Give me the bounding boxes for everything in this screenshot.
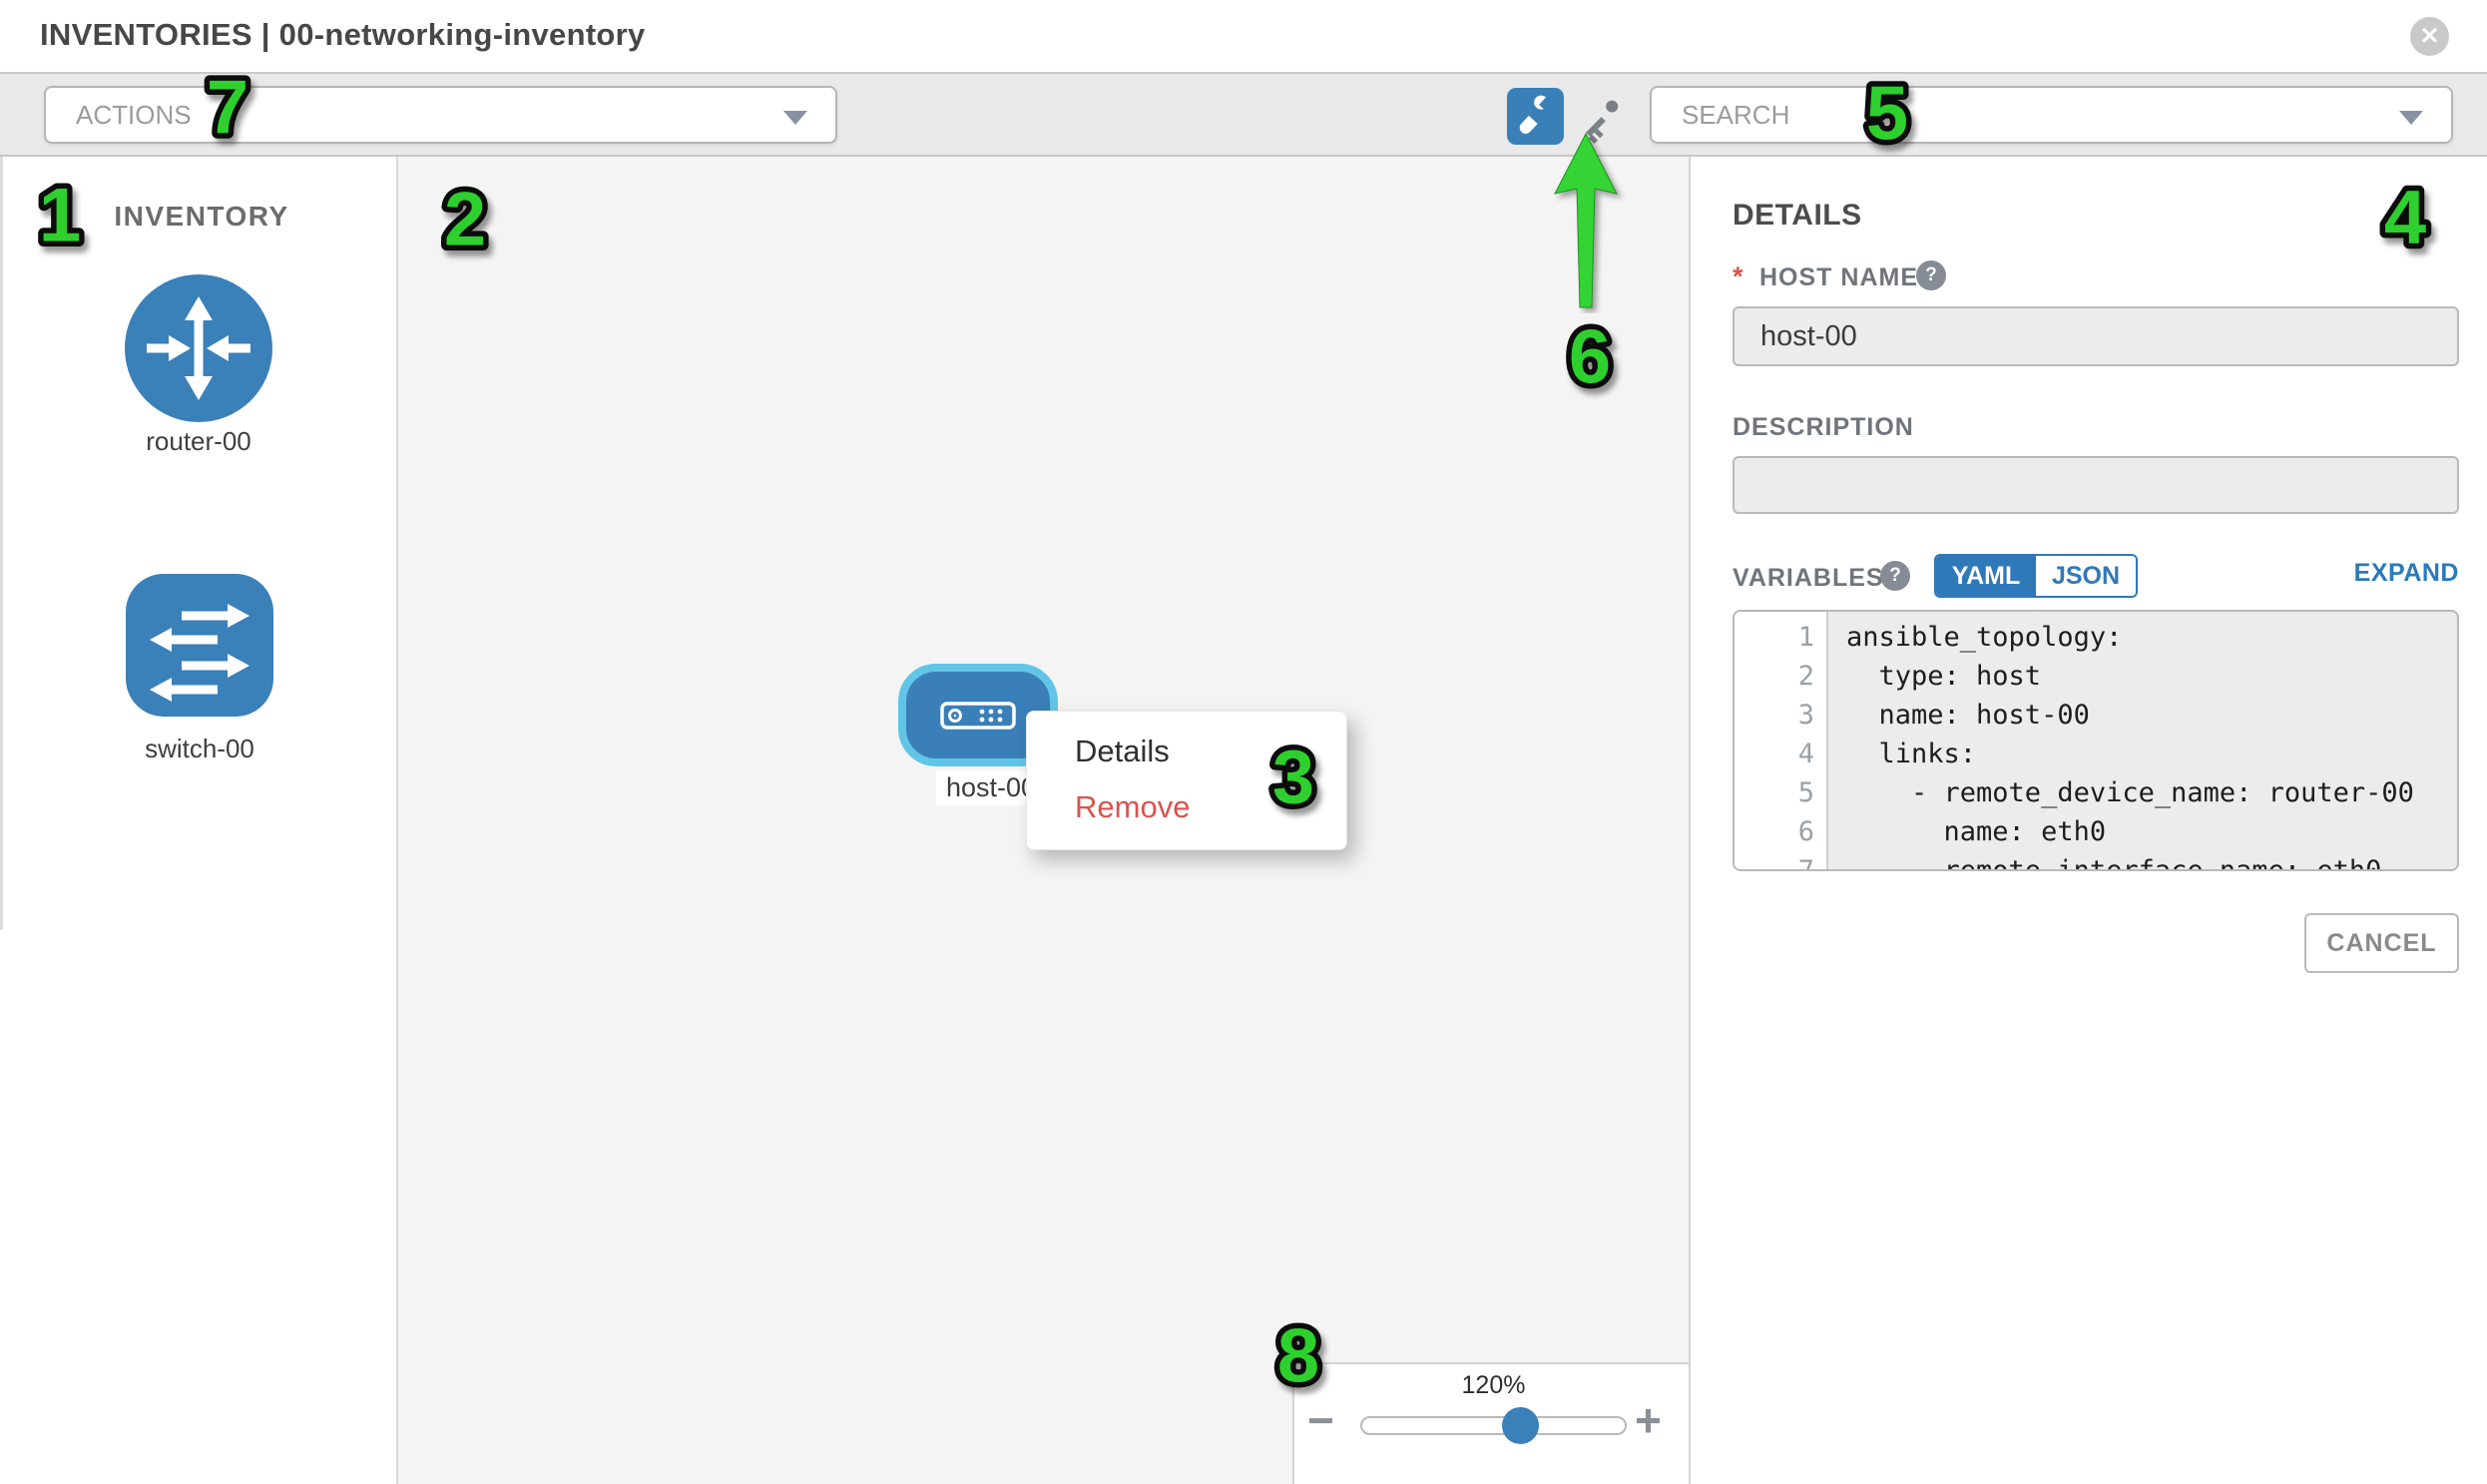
- search-dropdown[interactable]: SEARCH: [1650, 86, 2453, 144]
- variables-format-toggle: YAML JSON: [1934, 554, 2138, 598]
- search-dropdown-label: SEARCH: [1682, 99, 1790, 130]
- zoom-slider-thumb[interactable]: [1502, 1407, 1539, 1444]
- router-label: router-00: [146, 426, 251, 456]
- sidebar-item-switch[interactable]: [126, 574, 273, 717]
- cancel-button[interactable]: CANCEL: [2304, 913, 2459, 973]
- inventory-title: INVENTORY: [114, 201, 289, 232]
- code-line: - remote_device_name: router-00: [1846, 777, 2414, 808]
- server-icon: [940, 701, 1016, 730]
- sidebar-item-router[interactable]: [125, 274, 272, 422]
- editor-code: ansible_topology: type: host name: host-…: [1830, 612, 2457, 871]
- context-menu-details[interactable]: Details: [1075, 734, 1170, 768]
- details-panel-title: DETAILS: [1733, 199, 1862, 232]
- host-name-input[interactable]: [1733, 306, 2459, 366]
- code-line: name: eth0: [1846, 816, 2107, 847]
- variables-code-editor[interactable]: 1 2 3 4 5 6 7 ansible_topology: type: ho…: [1733, 610, 2459, 871]
- expand-link[interactable]: EXPAND: [2353, 559, 2459, 587]
- code-line: type: host: [1846, 661, 2042, 692]
- wrench-icon: [1511, 91, 1562, 142]
- close-icon[interactable]: ✕: [2410, 17, 2449, 56]
- tab-yaml[interactable]: YAML: [1936, 556, 2036, 596]
- zoom-slider-track[interactable]: [1360, 1416, 1627, 1435]
- key-button[interactable]: [1579, 96, 1627, 145]
- key-icon: [1579, 96, 1627, 145]
- toolbox-button[interactable]: [1507, 88, 1564, 145]
- switch-icon: [150, 604, 249, 702]
- host-name-label: HOST NAME: [1759, 263, 1918, 291]
- actions-dropdown[interactable]: ACTIONS: [44, 86, 837, 144]
- variables-help-icon[interactable]: ?: [1880, 561, 1910, 591]
- actions-dropdown-label: ACTIONS: [76, 99, 192, 130]
- zoom-in-button[interactable]: +: [1635, 1394, 1662, 1446]
- context-menu: Details Remove: [1026, 711, 1347, 850]
- context-menu-remove[interactable]: Remove: [1075, 789, 1191, 824]
- code-line: links:: [1846, 739, 1977, 769]
- required-asterisk: *: [1733, 261, 1743, 291]
- zoom-level-value: 120%: [1461, 1371, 1526, 1399]
- host-name-help-icon[interactable]: ?: [1916, 260, 1946, 290]
- router-icon: [147, 296, 250, 400]
- header: INVENTORIES | 00-networking-inventory ✕: [0, 0, 2487, 72]
- chevron-down-icon: [783, 111, 807, 125]
- code-line: name: host-00: [1846, 700, 2090, 731]
- description-input[interactable]: [1733, 456, 2459, 514]
- tab-json[interactable]: JSON: [2036, 556, 2136, 596]
- chevron-down-icon: [2399, 111, 2423, 125]
- code-line: remote_interface_name: eth0: [1846, 855, 2382, 871]
- switch-label: switch-00: [145, 734, 254, 763]
- code-line: ansible_topology:: [1846, 622, 2123, 653]
- zoom-out-button[interactable]: −: [1307, 1394, 1334, 1446]
- description-label: DESCRIPTION: [1733, 413, 1914, 441]
- page-title: INVENTORIES | 00-networking-inventory: [40, 17, 646, 52]
- sidebar-scrollbar[interactable]: [0, 157, 3, 930]
- variables-label: VARIABLES: [1733, 564, 1884, 592]
- editor-line-numbers: 1 2 3 4 5 6 7: [1735, 612, 1828, 869]
